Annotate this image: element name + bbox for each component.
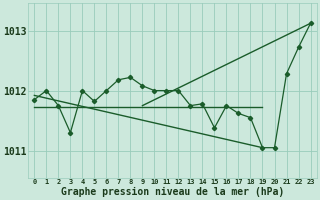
X-axis label: Graphe pression niveau de la mer (hPa): Graphe pression niveau de la mer (hPa) <box>61 186 284 197</box>
